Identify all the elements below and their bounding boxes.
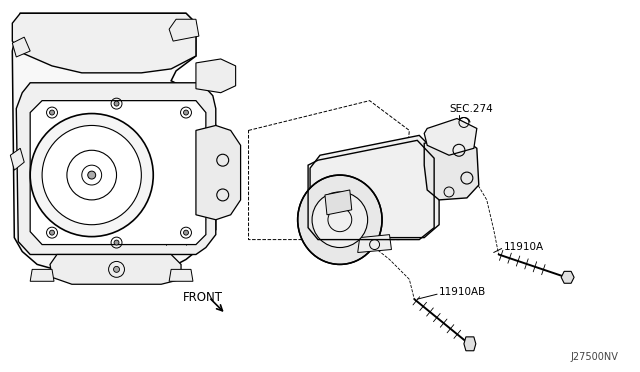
Polygon shape: [464, 337, 476, 351]
Polygon shape: [10, 148, 24, 170]
Polygon shape: [169, 19, 199, 41]
Polygon shape: [358, 235, 392, 253]
Circle shape: [312, 192, 367, 247]
Circle shape: [49, 230, 54, 235]
Polygon shape: [424, 135, 479, 200]
Polygon shape: [12, 37, 30, 57]
Text: SEC.274: SEC.274: [449, 103, 493, 113]
Polygon shape: [30, 269, 54, 281]
Polygon shape: [12, 13, 196, 73]
Polygon shape: [12, 13, 216, 273]
Polygon shape: [310, 135, 439, 238]
Polygon shape: [16, 83, 216, 254]
Polygon shape: [30, 101, 206, 244]
Polygon shape: [50, 254, 181, 284]
Circle shape: [113, 266, 120, 272]
Ellipse shape: [298, 175, 382, 264]
Text: J27500NV: J27500NV: [570, 352, 618, 362]
Circle shape: [184, 230, 189, 235]
Text: 11910AB: 11910AB: [439, 287, 486, 297]
Polygon shape: [561, 271, 574, 283]
Circle shape: [42, 125, 141, 225]
Circle shape: [30, 113, 153, 237]
Circle shape: [114, 101, 119, 106]
Polygon shape: [325, 190, 352, 215]
Text: 11910A: 11910A: [504, 241, 544, 251]
Text: FRONT: FRONT: [183, 291, 223, 304]
Circle shape: [88, 171, 96, 179]
Polygon shape: [196, 125, 241, 220]
Circle shape: [49, 110, 54, 115]
Circle shape: [184, 110, 189, 115]
Polygon shape: [169, 269, 193, 281]
Polygon shape: [196, 59, 236, 93]
Polygon shape: [424, 119, 477, 155]
Circle shape: [114, 240, 119, 245]
